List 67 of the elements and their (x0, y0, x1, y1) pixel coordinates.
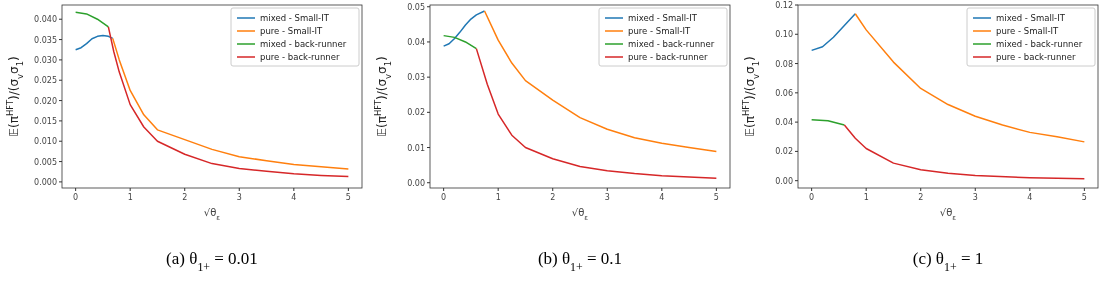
x-tick-label: 5 (713, 193, 719, 202)
y-tick-label: 0.010 (34, 137, 57, 147)
x-tick-label: 4 (659, 193, 665, 202)
text: (b) θ$_{1+}$ = 0.1 (537, 249, 623, 274)
x-tick-label: 0 (73, 193, 79, 202)
x-axis-title: √θ$_{ε}$ (571, 207, 589, 222)
x-tick-label: 5 (345, 193, 351, 202)
y-tick-label: 0.06 (775, 88, 793, 98)
line-series (74, 34, 114, 51)
legend-label: pure - back-runner (996, 52, 1076, 62)
line-series (442, 10, 486, 47)
y-tick-label: 0.02 (407, 108, 425, 118)
legend-label: mixed - Small-IT (260, 13, 330, 23)
y-tick-label: 0.015 (34, 116, 57, 126)
x-tick-label: 3 (604, 193, 610, 202)
y-tick-label: 0.03 (407, 73, 425, 83)
y-tick-label: 0.00 (775, 176, 793, 186)
y-tick-label: 0.10 (775, 30, 793, 40)
y-tick-label: 0.030 (34, 55, 57, 65)
x-tick-label: 1 (127, 193, 133, 202)
x-tick-label: 1 (495, 193, 501, 202)
x-tick-label: 4 (291, 193, 297, 202)
x-tick-label: 3 (972, 193, 978, 202)
x-axis-title: √θ$_{ε}$ (939, 207, 957, 222)
y-tick-label: 0.020 (34, 96, 57, 106)
line-series (483, 10, 718, 153)
line-series (810, 13, 857, 52)
y-tick-label: 0.005 (34, 157, 57, 167)
legend-label: pure - back-runner (260, 52, 340, 62)
line-series (442, 34, 478, 50)
y-tick-label: 0.01 (407, 143, 425, 153)
y-tick-label: 0.04 (407, 37, 425, 47)
y-tick-label: 0.08 (775, 59, 793, 69)
y-tick-label: 0.025 (34, 76, 57, 86)
legend-label: mixed - back-runner (260, 39, 347, 49)
legend-label: pure - back-runner (628, 52, 708, 62)
line-series (475, 47, 718, 179)
x-tick-label: 5 (1081, 193, 1087, 202)
text: (c) θ$_{1+}$ = 1 (912, 249, 984, 274)
legend-label: mixed - Small-IT (996, 13, 1066, 23)
legend-label: pure - Small-IT (628, 26, 691, 36)
line-series (74, 11, 110, 28)
x-tick-label: 2 (918, 193, 924, 202)
x-axis-title: √θ$_{ε}$ (203, 207, 221, 222)
y-tick-label: 0.02 (775, 147, 793, 157)
y-tick-label: 0.12 (775, 1, 793, 10)
y-tick-label: 0.000 (34, 177, 57, 187)
y-tick-label: 0.040 (34, 15, 57, 25)
legend-label: pure - Small-IT (260, 26, 323, 36)
y-tick-label: 0.05 (407, 2, 425, 12)
legend-label: mixed - back-runner (628, 39, 715, 49)
y-tick-label: 0.04 (775, 118, 793, 128)
x-tick-label: 3 (236, 193, 242, 202)
line-series (854, 13, 1086, 143)
x-tick-label: 2 (182, 193, 188, 202)
x-tick-label: 4 (1027, 193, 1033, 202)
legend-label: pure - Small-IT (996, 26, 1059, 36)
x-tick-label: 2 (550, 193, 556, 202)
x-tick-label: 0 (809, 193, 815, 202)
legend-label: mixed - back-runner (996, 39, 1083, 49)
x-tick-label: 1 (863, 193, 869, 202)
legend-label: mixed - Small-IT (628, 13, 698, 23)
y-tick-label: 0.035 (34, 35, 57, 45)
x-tick-label: 0 (441, 193, 447, 202)
text: (a) θ$_{1+}$ = 0.01 (166, 249, 258, 274)
y-tick-label: 0.00 (407, 178, 425, 188)
line-series (843, 124, 1086, 180)
